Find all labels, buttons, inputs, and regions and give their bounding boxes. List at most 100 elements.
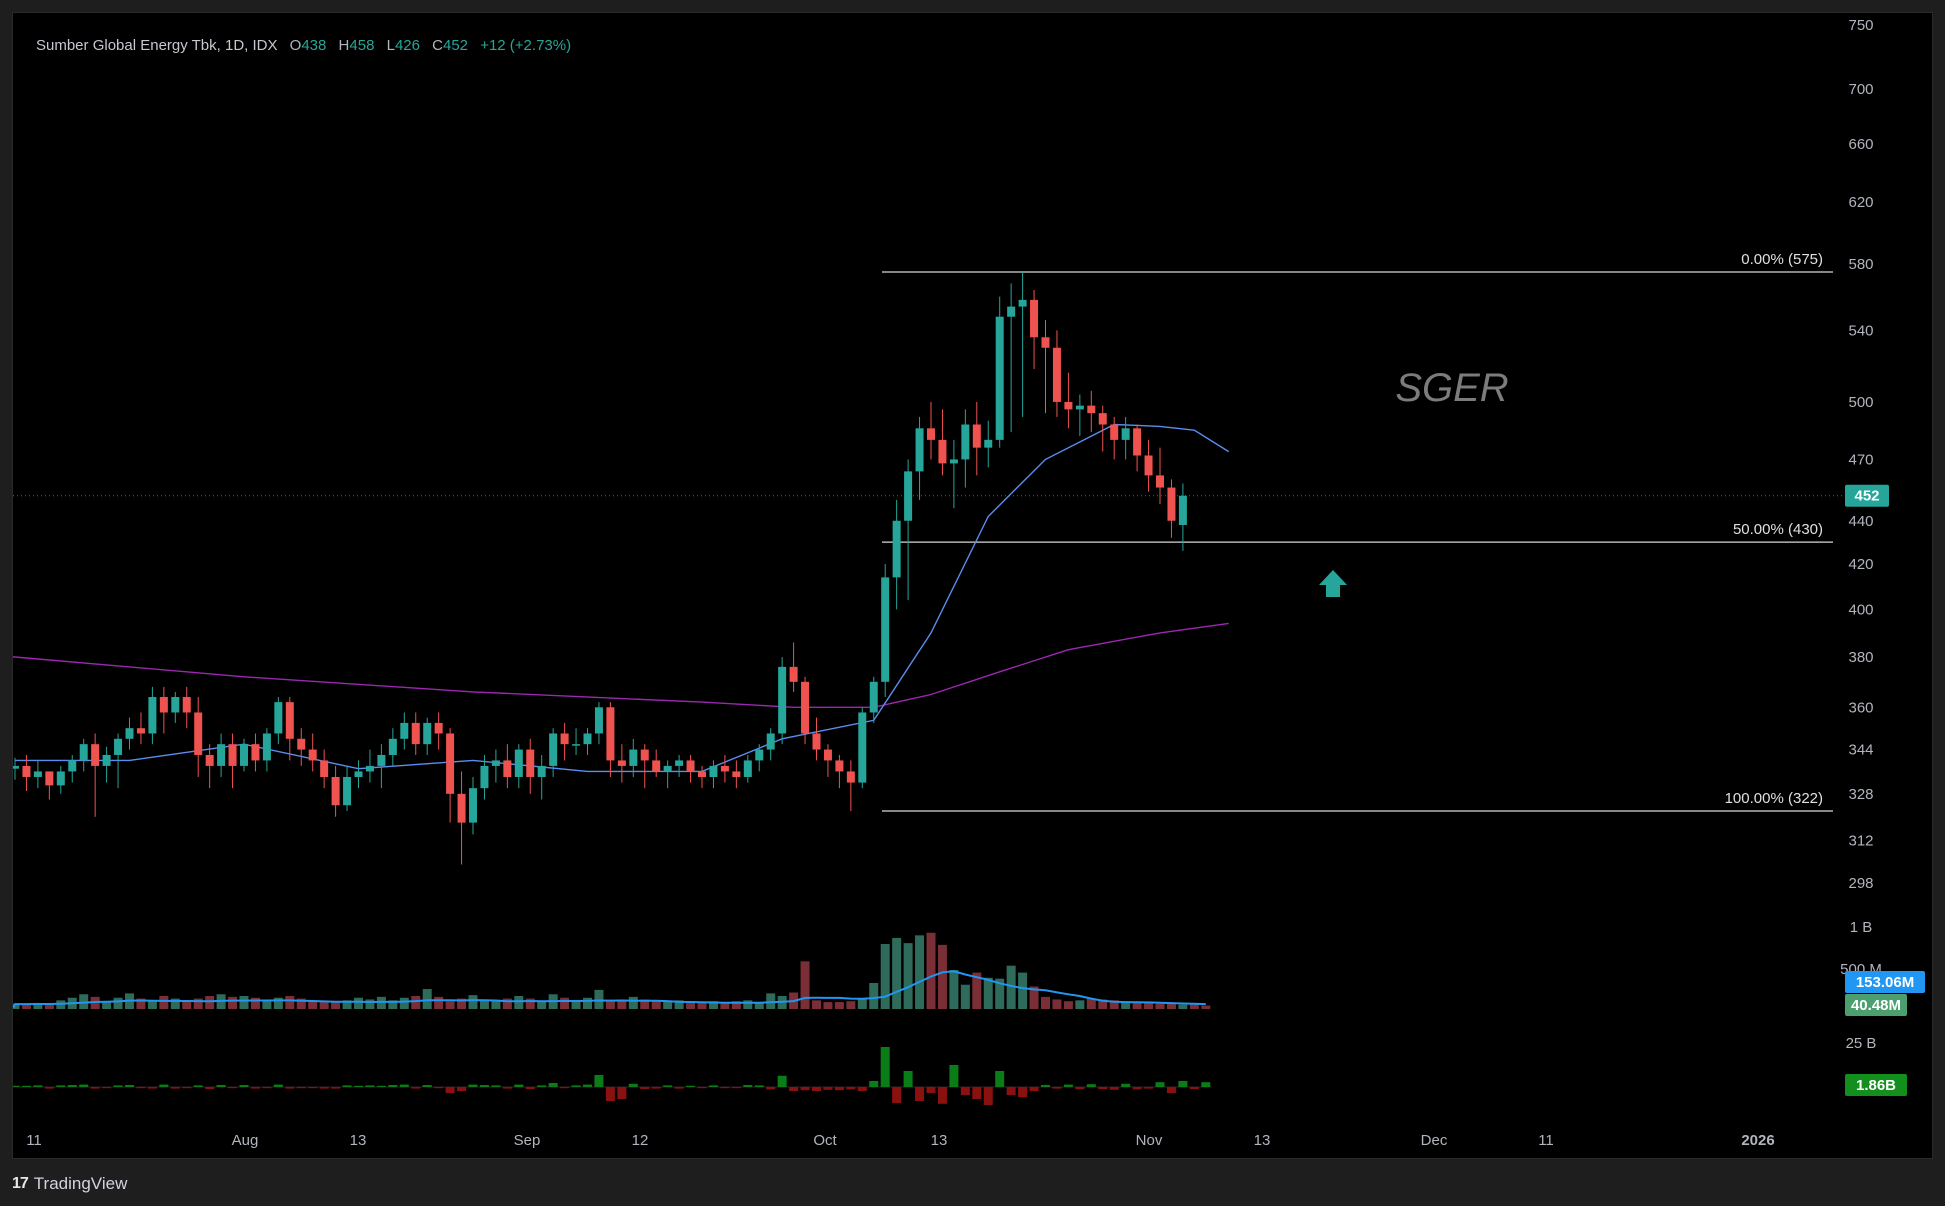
- time-tick-label: 13: [1254, 1132, 1271, 1149]
- candle-body: [1087, 405, 1096, 414]
- candle-body: [583, 733, 592, 745]
- volume-bar: [376, 996, 386, 1009]
- change-value: +12 (+2.73%): [480, 37, 572, 54]
- candle-body: [217, 744, 226, 766]
- volume-bar: [354, 997, 363, 1009]
- flow-bar: [399, 1084, 409, 1087]
- volume-bar: [812, 1000, 821, 1009]
- flow-bar: [937, 1087, 947, 1104]
- candle-body: [1098, 413, 1107, 425]
- volume-bar: [594, 989, 604, 1009]
- price-tick-label: 298: [1848, 875, 1873, 892]
- volume-pane: [13, 932, 1211, 1009]
- volume-bar: [1075, 1000, 1085, 1009]
- volume-bar: [949, 970, 959, 1009]
- candle-body: [274, 702, 283, 734]
- volume-bar: [926, 932, 936, 1009]
- volume-bar: [983, 977, 993, 1009]
- price-tick-label: 312: [1848, 832, 1873, 849]
- flow-bar: [743, 1085, 753, 1087]
- candle-body: [457, 793, 466, 823]
- flow-bar: [331, 1087, 341, 1089]
- volume-bar: [44, 1003, 54, 1009]
- volume-bar: [434, 996, 444, 1009]
- price-chart[interactable]: SGER 0.00% (575) 50.00% (430) 100.00% (322…: [13, 13, 1932, 1158]
- fib-level-label: 50.00% (430): [1733, 521, 1823, 538]
- flow-bar: [834, 1087, 844, 1091]
- flow-bar: [365, 1085, 375, 1087]
- flow-bar: [228, 1087, 238, 1089]
- volume-bar: [892, 937, 902, 1009]
- flow-bar: [216, 1085, 226, 1087]
- flow-bar: [411, 1087, 421, 1089]
- flow-bar: [1086, 1084, 1096, 1087]
- candle-body: [1007, 306, 1016, 317]
- flow-bar: [1121, 1083, 1131, 1087]
- flow-bar: [1201, 1082, 1211, 1087]
- flow-bar: [686, 1085, 696, 1087]
- volume-bar: [262, 1000, 272, 1009]
- flow-bar: [1098, 1087, 1108, 1089]
- flow-bar: [789, 1087, 799, 1091]
- price-tick-label: 620: [1848, 194, 1873, 211]
- flow-bar: [949, 1065, 959, 1087]
- flow-bar: [479, 1085, 489, 1087]
- flow-bar: [273, 1084, 283, 1087]
- candle-body: [617, 760, 626, 766]
- candle-body: [297, 738, 306, 750]
- candle-body: [858, 712, 867, 783]
- candle-body: [606, 707, 615, 761]
- candle-body: [205, 754, 214, 766]
- volume-bar: [159, 996, 169, 1009]
- candle-body: [446, 733, 455, 794]
- volume-ma-line: [13, 970, 1206, 1009]
- price-tick-label: 470: [1848, 451, 1873, 468]
- volume-bar: [388, 1000, 398, 1009]
- candle-body: [171, 697, 180, 713]
- flow-bar: [13, 1085, 20, 1087]
- flow-bar: [1041, 1085, 1050, 1087]
- flow-bar: [903, 1071, 913, 1087]
- candle-body: [629, 749, 638, 766]
- volume-bar: [537, 1001, 547, 1009]
- volume-bar: [972, 972, 982, 1009]
- volume-bar: [296, 998, 306, 1009]
- volume-bar: [960, 984, 970, 1009]
- fibonacci-retracement[interactable]: 0.00% (575) 50.00% (430) 100.00% (322): [13, 251, 1843, 812]
- price-tick-label: 540: [1848, 322, 1873, 339]
- volume-bar: [399, 997, 409, 1009]
- flow-bar: [892, 1087, 902, 1103]
- up-arrow-marker: [1319, 570, 1347, 597]
- candle-body: [778, 666, 787, 734]
- flow-bar: [800, 1087, 810, 1091]
- volume-bar: [331, 1002, 341, 1009]
- candle-body: [812, 733, 821, 750]
- volume-ma-badge: 153.06M: [1856, 974, 1914, 991]
- flow-bar: [1144, 1087, 1154, 1089]
- price-tick-label: 420: [1848, 556, 1873, 573]
- chart-panel[interactable]: SGER 0.00% (575) 50.00% (430) 100.00% (322…: [12, 12, 1933, 1159]
- volume-bar: [720, 1002, 730, 1009]
- time-axis[interactable]: 11 Aug 13 Sep 12 Oct 13 Nov 13 Dec 11 2026: [26, 1132, 1774, 1149]
- flow-bar: [491, 1085, 501, 1087]
- price-tick-label: 344: [1848, 742, 1873, 759]
- candle-body: [984, 439, 993, 448]
- flow-bar: [468, 1084, 478, 1087]
- volume-bar: [1201, 1005, 1211, 1009]
- volume-bar: [182, 1001, 192, 1009]
- tradingview-footer[interactable]: 17 TradingView: [12, 1172, 127, 1196]
- volume-bar: [617, 999, 627, 1009]
- volume-bar: [457, 998, 467, 1009]
- price-axis[interactable]: 750 700 660 620 580 540 500 470 440 420 400 380 360 3…: [1840, 17, 1925, 1096]
- candle-body: [537, 765, 546, 777]
- flow-bar: [720, 1087, 730, 1089]
- candle-body: [526, 749, 535, 777]
- volume-bar: [1041, 996, 1050, 1009]
- candle-body: [159, 697, 168, 713]
- candle-body: [709, 765, 718, 777]
- candle-body: [13, 765, 19, 769]
- volume-bar: [995, 978, 1005, 1009]
- volume-bar: [834, 1002, 844, 1009]
- current-price-badge-bg: [1845, 484, 1889, 507]
- candle-body: [434, 722, 443, 734]
